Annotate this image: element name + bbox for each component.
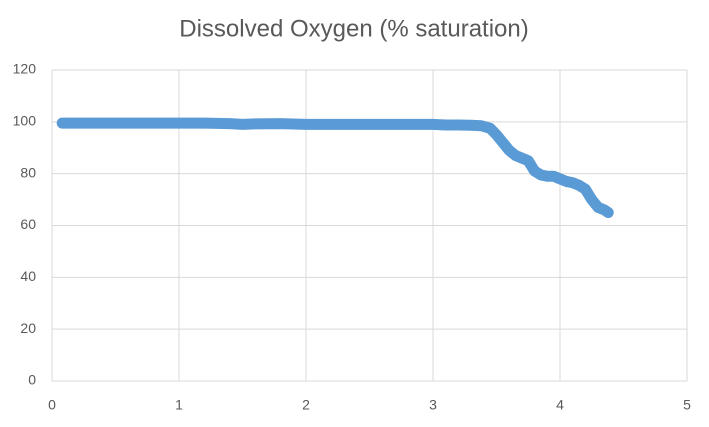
x-tick-label: 0 <box>48 397 56 413</box>
y-tick-label: 100 <box>13 113 37 129</box>
y-tick-label: 0 <box>28 372 36 388</box>
y-tick-label: 40 <box>20 268 36 284</box>
x-tick-label: 3 <box>429 397 437 413</box>
y-tick-label: 80 <box>20 164 36 180</box>
x-tick-label: 4 <box>556 397 564 413</box>
x-tick-label: 5 <box>683 397 691 413</box>
y-tick-label: 20 <box>20 320 36 336</box>
y-tick-label: 120 <box>13 61 37 77</box>
y-tick-label: 60 <box>20 216 36 232</box>
x-tick-label: 2 <box>302 397 310 413</box>
data-line <box>56 117 614 219</box>
chart-title: Dissolved Oxygen (% saturation) <box>179 15 528 42</box>
x-tick-label: 1 <box>175 397 183 413</box>
